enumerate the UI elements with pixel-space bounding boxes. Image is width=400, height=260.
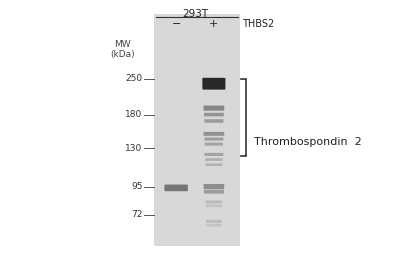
FancyBboxPatch shape xyxy=(206,200,222,204)
FancyBboxPatch shape xyxy=(204,113,224,116)
Text: THBS2: THBS2 xyxy=(242,20,274,29)
FancyBboxPatch shape xyxy=(205,158,223,161)
FancyBboxPatch shape xyxy=(206,224,222,226)
Text: +: + xyxy=(209,20,218,29)
FancyBboxPatch shape xyxy=(204,106,224,111)
Text: 293T: 293T xyxy=(182,9,208,19)
FancyBboxPatch shape xyxy=(205,142,223,146)
Text: −: − xyxy=(172,20,181,29)
Text: 180: 180 xyxy=(125,110,142,119)
FancyBboxPatch shape xyxy=(204,190,224,194)
FancyBboxPatch shape xyxy=(204,184,224,189)
Text: Thrombospondin  2: Thrombospondin 2 xyxy=(254,136,361,147)
Text: 130: 130 xyxy=(125,144,142,153)
FancyBboxPatch shape xyxy=(206,220,222,223)
FancyBboxPatch shape xyxy=(202,78,226,90)
FancyBboxPatch shape xyxy=(204,138,224,141)
Text: 95: 95 xyxy=(131,182,142,191)
Text: 250: 250 xyxy=(125,74,142,83)
FancyBboxPatch shape xyxy=(206,164,222,166)
FancyBboxPatch shape xyxy=(204,132,224,136)
Text: 72: 72 xyxy=(131,210,142,219)
Text: MW
(kDa): MW (kDa) xyxy=(110,40,135,59)
FancyBboxPatch shape xyxy=(204,119,224,123)
FancyBboxPatch shape xyxy=(204,153,224,156)
FancyBboxPatch shape xyxy=(164,185,188,191)
Bar xyxy=(154,14,240,246)
FancyBboxPatch shape xyxy=(206,205,222,207)
